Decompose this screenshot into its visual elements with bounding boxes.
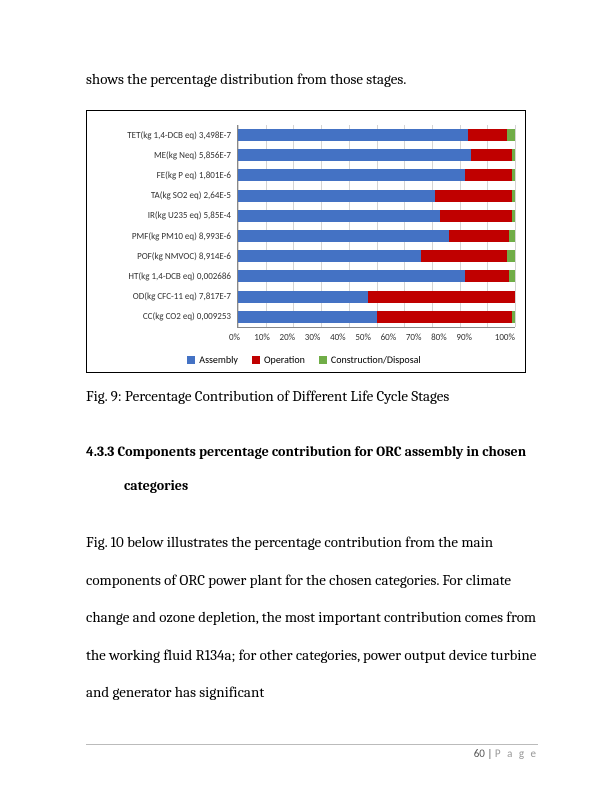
chart-x-tick: 40% bbox=[330, 332, 355, 343]
chart-x-tick: 30% bbox=[305, 332, 330, 343]
chart-y-label: CC(kg CO2 eq) 0,009253 bbox=[93, 311, 231, 322]
chart-bar-row bbox=[238, 230, 515, 242]
chart-y-label: HT(kg 1,4-DCB eq) 0,002686 bbox=[93, 271, 231, 282]
body-paragraph: Fig. 10 below illustrates the percentage… bbox=[86, 524, 538, 712]
chart-x-tick: 100% bbox=[490, 332, 515, 343]
chart-legend: Assembly Operation Construction/Disposal bbox=[93, 353, 515, 366]
chart-y-label: POF(kg NMVOC) 8,914E-6 bbox=[93, 251, 231, 262]
chart-bar-row bbox=[238, 149, 515, 161]
chart-y-label: ME(kg Neq) 5,856E-7 bbox=[93, 150, 231, 161]
chart-x-tick: 0% bbox=[229, 332, 254, 343]
chart-y-label: IR(kg U235 eq) 5,85E-4 bbox=[93, 210, 231, 221]
chart-bar-row bbox=[238, 129, 515, 141]
chart-x-tick: 60% bbox=[381, 332, 406, 343]
chart-y-labels: TET(kg 1,4-DCB eq) 3,498E-7 ME(kg Neq) 5,… bbox=[93, 125, 237, 327]
chart-x-tick: 10% bbox=[254, 332, 279, 343]
chart-plot-area bbox=[237, 125, 515, 328]
chart-x-tick: 70% bbox=[406, 332, 431, 343]
chart-y-label: TET(kg 1,4-DCB eq) 3,498E-7 bbox=[93, 130, 231, 141]
legend-construction: Construction/Disposal bbox=[319, 353, 421, 366]
chart-x-tick: 90% bbox=[456, 332, 481, 343]
figure9-chart: TET(kg 1,4-DCB eq) 3,498E-7 ME(kg Neq) 5,… bbox=[86, 110, 526, 373]
page-footer: 60 | P a g e bbox=[86, 744, 538, 760]
chart-y-label: TA(kg SO2 eq) 2,64E-5 bbox=[93, 190, 231, 201]
section-heading: 4.3.3 Components percentage contribution… bbox=[86, 435, 538, 502]
chart-x-labels: 0%10%20%30%40%50%60%70%80%90%100% bbox=[237, 332, 515, 343]
chart-bar-row bbox=[238, 291, 515, 303]
chart-bar-row bbox=[238, 190, 515, 202]
figure9-caption: Fig. 9: Percentage Contribution of Diffe… bbox=[86, 387, 538, 405]
chart-y-label: OD(kg CFC-11 eq) 7,817E-7 bbox=[93, 291, 231, 302]
chart-bar-row bbox=[238, 169, 515, 181]
chart-x-tick: 20% bbox=[280, 332, 305, 343]
chart-bar-row bbox=[238, 250, 515, 262]
chart-y-label: PMF(kg PM10 eq) 8,993E-6 bbox=[93, 231, 231, 242]
chart-bar-row bbox=[238, 311, 515, 323]
intro-line: shows the percentage distribution from t… bbox=[86, 70, 538, 88]
chart-y-label: FE(kg P eq) 1,801E-6 bbox=[93, 170, 231, 181]
legend-assembly: Assembly bbox=[187, 353, 238, 366]
chart-x-tick: 50% bbox=[355, 332, 380, 343]
chart-bar-row bbox=[238, 270, 515, 282]
chart-bar-row bbox=[238, 210, 515, 222]
legend-operation: Operation bbox=[252, 353, 305, 366]
chart-x-tick: 80% bbox=[431, 332, 456, 343]
